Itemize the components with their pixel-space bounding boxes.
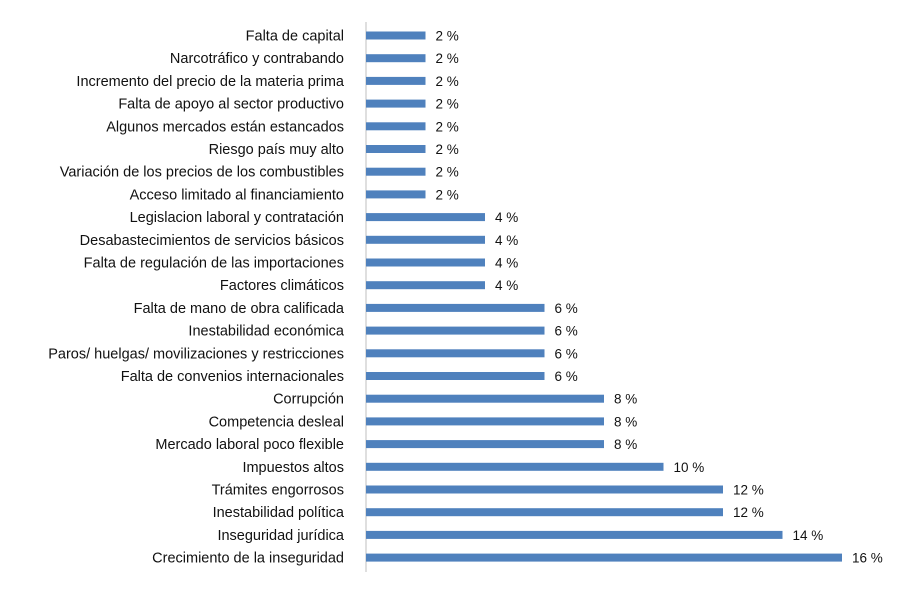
bars-group bbox=[366, 31, 842, 562]
value-label-17: 8 % bbox=[614, 414, 637, 429]
bar-11 bbox=[366, 281, 485, 290]
category-label-2: Incremento del precio de la materia prim… bbox=[76, 74, 345, 90]
bar-10 bbox=[366, 258, 485, 267]
value-label-19: 10 % bbox=[674, 460, 705, 475]
value-label-1: 2 % bbox=[436, 51, 459, 66]
category-label-18: Mercado laboral poco flexible bbox=[155, 437, 344, 453]
value-label-11: 4 % bbox=[495, 278, 518, 293]
bar-3 bbox=[366, 99, 426, 108]
bar-13 bbox=[366, 326, 545, 335]
bar-4 bbox=[366, 122, 426, 131]
value-label-9: 4 % bbox=[495, 233, 518, 248]
value-label-10: 4 % bbox=[495, 256, 518, 271]
bar-7 bbox=[366, 190, 426, 199]
bar-1 bbox=[366, 54, 426, 63]
bar-6 bbox=[366, 167, 426, 176]
category-label-10: Falta de regulación de las importaciones bbox=[84, 256, 344, 272]
category-label-19: Impuestos altos bbox=[242, 460, 344, 476]
bar-20 bbox=[366, 485, 723, 494]
category-label-3: Falta de apoyo al sector productivo bbox=[118, 97, 344, 113]
bar-16 bbox=[366, 394, 604, 403]
category-labels-group: Falta de capital Narcotráfico y contraban… bbox=[48, 29, 345, 567]
value-label-21: 12 % bbox=[733, 505, 764, 520]
value-label-13: 6 % bbox=[555, 324, 578, 339]
bar-15 bbox=[366, 372, 545, 380]
bar-12 bbox=[366, 303, 545, 312]
bar-5 bbox=[366, 145, 426, 153]
value-label-2: 2 % bbox=[436, 74, 459, 89]
value-label-5: 2 % bbox=[436, 142, 459, 157]
bar-0 bbox=[366, 31, 426, 40]
bar-14 bbox=[366, 349, 545, 358]
category-label-11: Factores climáticos bbox=[220, 278, 344, 294]
category-label-23: Crecimiento de la inseguridad bbox=[152, 551, 344, 567]
value-label-12: 6 % bbox=[555, 301, 578, 316]
category-label-17: Competencia desleal bbox=[209, 414, 344, 430]
category-label-0: Falta de capital bbox=[246, 29, 344, 45]
category-label-4: Algunos mercados están estancados bbox=[106, 119, 344, 135]
bar-22 bbox=[366, 530, 783, 539]
category-label-15: Falta de convenios internacionales bbox=[121, 369, 344, 385]
category-label-12: Falta de mano de obra calificada bbox=[134, 301, 345, 317]
bar-17 bbox=[366, 417, 604, 426]
value-label-23: 16 % bbox=[852, 551, 883, 566]
value-labels-group: 2 % 2 % 2 % 2 % 2 % 2 % 2 % 2 % 4 % 4 % 4 % 4 % 6 % 6… bbox=[436, 29, 883, 566]
value-label-4: 2 % bbox=[436, 119, 459, 134]
value-label-15: 6 % bbox=[555, 369, 578, 384]
bar-23 bbox=[366, 553, 842, 562]
category-label-8: Legislacion laboral y contratación bbox=[130, 210, 344, 226]
value-label-14: 6 % bbox=[555, 346, 578, 361]
category-label-14: Paros/ huelgas/ movilizaciones y restric… bbox=[48, 346, 344, 362]
category-label-21: Inestabilidad política bbox=[213, 505, 345, 521]
category-label-16: Corrupción bbox=[273, 392, 344, 408]
value-label-3: 2 % bbox=[436, 97, 459, 112]
category-label-1: Narcotráfico y contrabando bbox=[170, 51, 344, 67]
bar-18 bbox=[366, 440, 604, 449]
category-label-13: Inestabilidad económica bbox=[188, 324, 345, 340]
bar-2 bbox=[366, 76, 426, 85]
category-label-22: Inseguridad jurídica bbox=[217, 528, 344, 544]
category-label-5: Riesgo país muy alto bbox=[209, 142, 344, 158]
value-label-22: 14 % bbox=[793, 528, 824, 543]
bar-8 bbox=[366, 213, 485, 222]
value-label-7: 2 % bbox=[436, 187, 459, 202]
category-label-6: Variación de los precios de los combusti… bbox=[60, 165, 344, 181]
value-label-6: 2 % bbox=[436, 165, 459, 180]
value-label-16: 8 % bbox=[614, 392, 637, 407]
value-label-0: 2 % bbox=[436, 29, 459, 44]
bar-9 bbox=[366, 235, 485, 244]
bar-21 bbox=[366, 508, 723, 517]
value-label-8: 4 % bbox=[495, 210, 518, 225]
category-label-20: Trámites engorrosos bbox=[212, 483, 344, 499]
category-label-7: Acceso limitado al financiamiento bbox=[130, 187, 344, 203]
value-label-18: 8 % bbox=[614, 437, 637, 452]
bar-19 bbox=[366, 462, 664, 471]
value-label-20: 12 % bbox=[733, 483, 764, 498]
category-label-9: Desabastecimientos de servicios básicos bbox=[80, 233, 344, 249]
